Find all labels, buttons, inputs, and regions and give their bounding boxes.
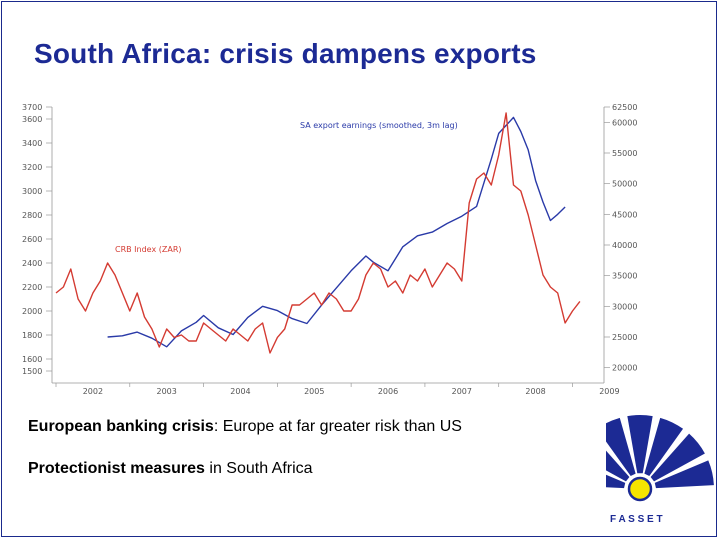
chart-container: 3700 3600 3400 3200 3000 2800 2600 2400 2200 2000…: [20, 100, 638, 397]
y-right-tick-label: 35000: [612, 272, 637, 281]
bullet-banking-crisis: European banking crisis: Europe at far g…: [28, 418, 462, 436]
logo-text: F A S S E T: [610, 514, 663, 525]
y-left-tick-label: 2000: [22, 307, 42, 316]
y-right-tick-label: 20000: [612, 364, 637, 373]
y-left-tick-label: 3400: [22, 139, 42, 148]
bullet-bold: European banking crisis: [28, 418, 214, 435]
bullet-bold: Protectionist measures: [28, 460, 205, 477]
logo-ray: [627, 415, 653, 474]
logo-sun: [627, 476, 653, 502]
y-right-tick-label: 45000: [612, 210, 637, 219]
bullet-rest: : Europe at far greater risk than US: [213, 418, 462, 435]
x-tick-label: 2003: [156, 387, 176, 396]
logo-ray: [606, 417, 636, 476]
y-right-tick-label: 50000: [612, 180, 637, 189]
logo-rays: [606, 415, 714, 489]
slide-title: South Africa: crisis dampens exports: [34, 38, 537, 69]
bullet-rest: in South Africa: [204, 460, 313, 477]
y-left-tick-label: 3600: [22, 115, 42, 124]
x-tick-label: 2005: [304, 387, 324, 396]
export-crb-chart: 3700 3600 3400 3200 3000 2800 2600 2400 2200 2000…: [22, 103, 637, 396]
export-earnings-label: SA export earnings (smoothed, 3m lag): [300, 121, 458, 130]
y-right-tick-label: 30000: [612, 302, 637, 311]
crb-index-label: CRB Index (ZAR): [115, 245, 182, 254]
y-left-tick-label: 2400: [22, 259, 42, 268]
bullet-protectionism: Protectionist measures in South Africa: [28, 460, 313, 478]
y-left-tick-label: 1600: [22, 355, 42, 364]
logo-ray: [644, 417, 684, 476]
export-earnings-line: [107, 116, 566, 348]
x-tick-label: 2002: [83, 387, 103, 396]
y-left-tick-label: 1800: [22, 331, 42, 340]
y-right-tick-label: 62500: [612, 103, 637, 112]
x-tick-label: 2007: [452, 387, 472, 396]
y-left-tick-label: 3000: [22, 187, 42, 196]
y-right-tick-label: 40000: [612, 241, 637, 250]
y-left-tick-label: 3700: [22, 103, 42, 112]
x-tick-label: 2006: [378, 387, 398, 396]
y-right-tick-label: 55000: [612, 149, 637, 158]
y-right-tick-label: 60000: [612, 118, 637, 127]
x-tick-label: 2008: [525, 387, 545, 396]
y-right-tick-label: 25000: [612, 333, 637, 342]
y-left-tick-label: 2800: [22, 211, 42, 220]
fasset-logo: F A S S E T: [606, 415, 714, 525]
crb-index-line: [55, 112, 581, 354]
y-left-tick-label: 2200: [22, 283, 42, 292]
logo-ray: [606, 474, 626, 489]
x-tick-label: 2004: [230, 387, 250, 396]
y-left-tick-label: 3200: [22, 163, 42, 172]
logo-ray: [654, 460, 714, 489]
x-tick-label: 2009: [599, 387, 619, 396]
y-left-tick-label: 1500: [22, 367, 42, 376]
logo-ray: [650, 433, 705, 482]
logo-ray: [606, 450, 630, 482]
y-left-tick-label: 2600: [22, 235, 42, 244]
